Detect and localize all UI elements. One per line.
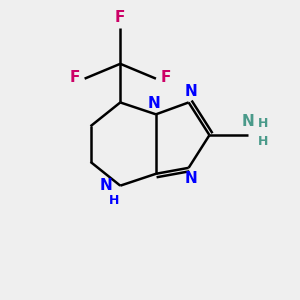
Text: H: H	[258, 135, 268, 148]
Text: N: N	[184, 171, 197, 186]
Text: N: N	[184, 84, 197, 99]
Text: N: N	[100, 178, 113, 193]
Text: N: N	[242, 114, 254, 129]
Text: F: F	[160, 70, 171, 85]
Text: H: H	[109, 194, 119, 207]
Text: F: F	[115, 10, 125, 25]
Text: H: H	[258, 117, 268, 130]
Text: N: N	[148, 96, 161, 111]
Text: F: F	[70, 70, 80, 85]
